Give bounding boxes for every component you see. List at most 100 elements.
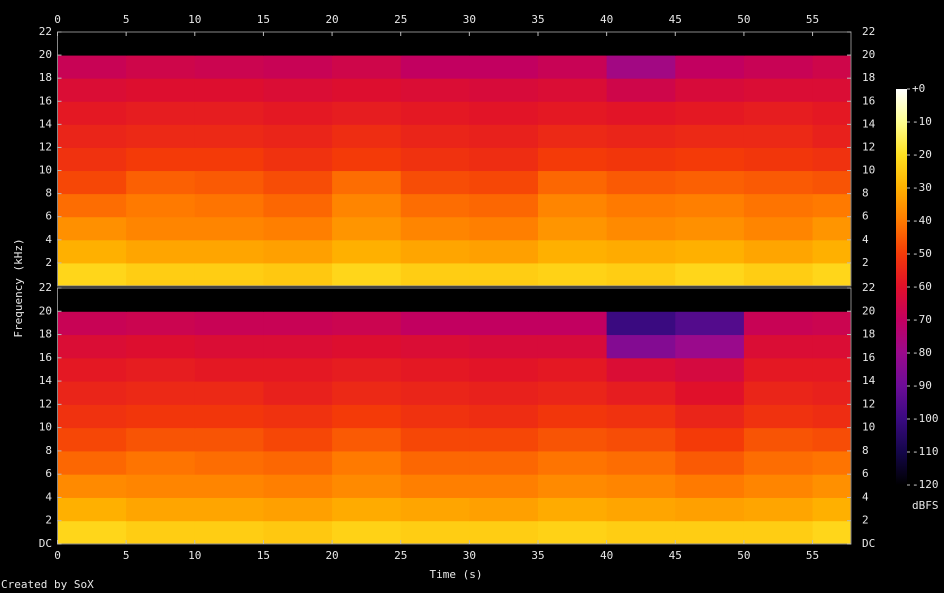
heatmap-cell <box>57 334 127 359</box>
heatmap-cell <box>743 55 814 79</box>
heatmap-cell <box>606 239 676 264</box>
heatmap-cell <box>263 239 333 264</box>
y-tick-label-right: DC <box>862 537 875 550</box>
y-tick-label: 18 <box>39 71 52 84</box>
heatmap-cell <box>263 520 333 545</box>
heatmap-cell <box>332 170 402 195</box>
y-tick-label: 16 <box>39 351 52 364</box>
heatmap-cell <box>675 78 745 102</box>
heatmap-cell <box>263 193 333 218</box>
heatmap-cell <box>194 497 264 522</box>
heatmap-cell <box>675 381 745 405</box>
heatmap-cell <box>606 497 676 522</box>
y-tick-label: 6 <box>45 210 52 223</box>
heatmap-cell <box>263 404 333 429</box>
heatmap-cell <box>194 334 264 359</box>
y-tick-label: 20 <box>39 304 52 317</box>
y-tick-label: DC <box>39 537 52 550</box>
heatmap-cell <box>606 450 676 475</box>
heatmap-cell <box>606 427 676 452</box>
heatmap-cell <box>675 334 745 359</box>
heatmap-cell <box>469 357 539 382</box>
heatmap-cell <box>194 32 264 56</box>
heatmap-cell <box>194 124 264 148</box>
y-tick-label-right: 20 <box>862 48 875 61</box>
heatmap-cell <box>743 427 814 452</box>
heatmap-cell <box>675 239 745 264</box>
heatmap-cell <box>57 78 127 102</box>
heatmap-cell <box>675 55 745 79</box>
heatmap-cell <box>332 311 402 336</box>
heatmap-cell <box>332 216 402 241</box>
colorbar-tick-label: -30 <box>912 181 932 194</box>
heatmap-cell <box>126 474 196 498</box>
colorbar-tick-label: -50 <box>912 247 932 260</box>
plot-frame <box>57 287 852 545</box>
heatmap-cell <box>469 404 539 429</box>
heatmap-cell <box>606 404 676 429</box>
heatmap-cell <box>263 78 333 102</box>
x-tick-label: 20 <box>325 13 338 26</box>
heatmap-cell <box>743 450 814 475</box>
x-tick-label: 15 <box>257 13 270 26</box>
heatmap-cell <box>812 239 852 264</box>
heatmap-cell <box>812 101 852 125</box>
heatmap-cell <box>263 381 333 405</box>
heatmap-cell <box>332 78 402 102</box>
heatmap-cell <box>400 170 470 195</box>
heatmap-cell <box>812 404 852 429</box>
heatmap-cell <box>400 78 470 102</box>
heatmap-cell <box>400 32 470 56</box>
heatmap-cell <box>126 404 196 429</box>
heatmap-cell <box>263 147 333 172</box>
heatmap-cell <box>743 311 814 336</box>
footer: Created by SoX <box>1 578 94 591</box>
heatmap-cell <box>469 288 539 312</box>
colorbar-tick-label: -120 <box>912 478 939 491</box>
y-axis-label: Frequency (kHz) <box>12 238 25 337</box>
colorbar-tick-label: -70 <box>912 313 932 326</box>
heatmap-cell <box>400 357 470 382</box>
heatmap-cell <box>469 520 539 545</box>
heatmap-cell <box>57 124 127 148</box>
heatmap-cell <box>263 357 333 382</box>
heatmap-cell <box>675 193 745 218</box>
y-tick-label: 12 <box>39 140 52 153</box>
heatmap-cell <box>469 55 539 79</box>
y-tick-label-right: 6 <box>862 467 869 480</box>
heatmap-cell <box>469 381 539 405</box>
heatmap-cell <box>675 474 745 498</box>
x-tick-label: 55 <box>806 13 819 26</box>
heatmap-cell <box>469 216 539 241</box>
x-tick-label: 15 <box>257 549 270 562</box>
y-tick-label: 14 <box>39 117 53 130</box>
heatmap-cell <box>57 170 127 195</box>
heatmap-cell <box>606 193 676 218</box>
heatmap-cell <box>812 288 852 312</box>
heatmap-cell <box>743 170 814 195</box>
x-tick-label: 35 <box>531 13 544 26</box>
x-tick-label: 0 <box>54 549 61 562</box>
heatmap-cell <box>263 474 333 498</box>
y-tick-label: 10 <box>39 421 52 434</box>
heatmap-cell <box>812 147 852 172</box>
x-tick-label: 40 <box>600 549 613 562</box>
heatmap-cell <box>537 427 608 452</box>
x-tick-label: 45 <box>669 549 682 562</box>
heatmap-cell <box>57 520 127 545</box>
heatmap-cell <box>743 474 814 498</box>
heatmap-cell <box>263 170 333 195</box>
heatmap-cell <box>400 262 470 287</box>
heatmap-cell <box>263 55 333 79</box>
heatmap-cell <box>57 427 127 452</box>
y-tick-label-right: 2 <box>862 256 869 269</box>
heatmap-cell <box>126 32 196 56</box>
heatmap-cell <box>57 55 127 79</box>
heatmap-cell <box>263 288 333 312</box>
heatmap-cell <box>194 357 264 382</box>
heatmap-cell <box>743 124 814 148</box>
heatmap-cell <box>812 32 852 56</box>
heatmap-cell <box>263 427 333 452</box>
heatmap-cell <box>537 124 608 148</box>
heatmap-cell <box>675 357 745 382</box>
